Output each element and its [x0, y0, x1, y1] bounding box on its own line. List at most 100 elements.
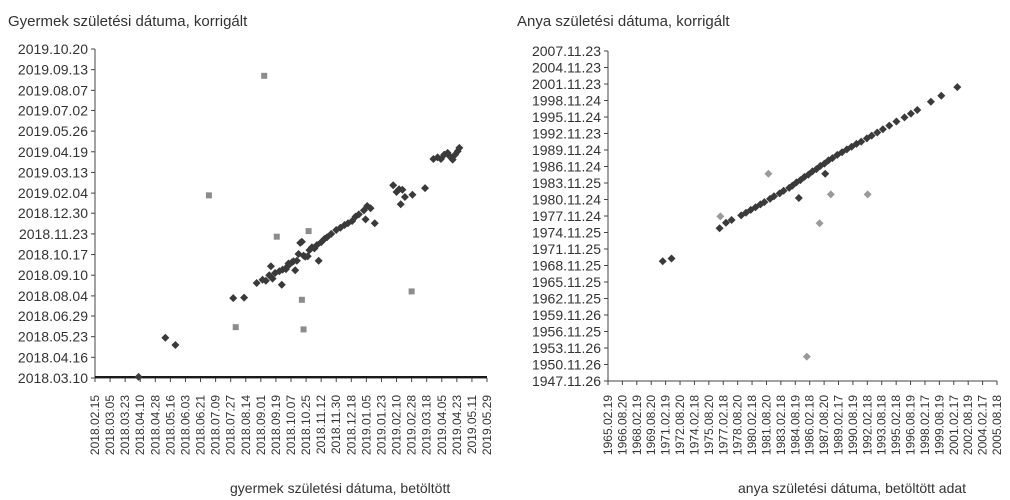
- chart-1-y-tick-label: 2018.10.17: [18, 247, 88, 263]
- chart-1-x-axis-label: gyermek születési dátuma, betöltött: [230, 480, 451, 496]
- chart-2-y-tick-label: 1980.11.24: [532, 191, 601, 207]
- chart-2-point: [937, 91, 946, 100]
- chart-2-x-tick-label: 1993.08.18: [875, 395, 889, 455]
- chart-1-x-tick-label: 2018.11.12: [314, 395, 328, 454]
- chart-1-x-tick-label: 2019.01.23: [374, 395, 388, 455]
- chart-1-x-tick-label: 2018.04.28: [148, 395, 162, 455]
- chart-2-point: [779, 186, 788, 195]
- chart-2-x-tick-label: 1999.08.19: [932, 395, 946, 455]
- chart-2-x-tick-label: 1977.02.18: [716, 395, 730, 455]
- chart-2-point: [716, 212, 725, 221]
- chart-2-point: [953, 83, 962, 92]
- chart-2-x-tick-label: 1992.02.18: [860, 395, 874, 455]
- chart-2-point: [857, 137, 866, 146]
- chart-1-point: [398, 185, 407, 194]
- chart-1-x-tick-label: 2018.03.23: [118, 395, 132, 455]
- chart-1-x-tick-label: 2018.02.15: [88, 395, 102, 455]
- chart-2-point: [769, 192, 778, 201]
- chart-1-x-tick-label: 2019.01.05: [359, 395, 373, 455]
- chart-1-point: [366, 204, 375, 213]
- chart-2-point: [906, 109, 915, 118]
- chart-1-x-tick-label: 2018.08.14: [239, 395, 253, 455]
- chart-2-y-tick-label: 1947.11.26: [532, 373, 601, 389]
- chart-2-y-tick-label: 1983.11.25: [532, 175, 601, 191]
- chart-2-point: [892, 117, 901, 126]
- chart-1-point: [268, 274, 277, 283]
- chart-2-y-tick-label: 1950.11.26: [532, 356, 601, 372]
- chart-2-x-tick-label: 1969.08.20: [644, 395, 658, 455]
- chart-2-point: [821, 169, 830, 178]
- chart-2-y-tick-label: 1974.11.25: [532, 224, 601, 240]
- chart-1-point: [261, 72, 268, 79]
- chart-2-y-tick-label: 1953.11.26: [532, 340, 601, 356]
- chart-2-x-tick-label: 1995.02.18: [889, 395, 903, 455]
- chart-1-y-tick-label: 2019.09.13: [18, 62, 88, 78]
- chart-1-point: [291, 266, 300, 275]
- chart-2-x-tick-label: 1981.08.20: [759, 395, 773, 455]
- chart-1-point: [134, 372, 143, 381]
- chart-2-y-tick-label: 1971.11.25: [532, 241, 601, 257]
- chart-2-x-tick-label: 1975.08.20: [702, 395, 716, 455]
- chart-2-x-tick-label: 2002.08.19: [961, 395, 975, 455]
- chart-1-point: [266, 262, 275, 271]
- chart-2-point: [815, 219, 824, 228]
- chart-1-point: [327, 229, 336, 238]
- chart-1-x-tick-label: 2019.03.18: [420, 395, 434, 455]
- chart-1-point: [297, 237, 306, 246]
- chart-1-x-tick-label: 2018.04.10: [133, 395, 147, 455]
- chart-1-point: [370, 219, 379, 228]
- chart-2-point: [863, 190, 872, 199]
- chart-1-y-tick-label: 2019.02.04: [18, 185, 88, 201]
- chart-1-x-tick-label: 2018.06.03: [178, 395, 192, 455]
- chart-1-point: [294, 249, 303, 258]
- chart-1-point: [361, 215, 370, 224]
- chart-1-x-tick-label: 2018.09.19: [269, 395, 283, 455]
- chart-2-point: [658, 257, 667, 266]
- chart-1-x-tick-label: 2018.03.05: [103, 395, 117, 455]
- chart-1-y-tick-label: 2018.06.29: [18, 308, 88, 324]
- chart-1-y-tick-label: 2018.09.10: [18, 267, 88, 283]
- chart-1-y-tick-label: 2019.10.20: [18, 41, 88, 57]
- chart-2-x-tick-label: 2005.08.18: [990, 395, 1004, 455]
- chart-2-x-tick-label: 1971.02.19: [659, 395, 673, 455]
- chart-2-y-tick-label: 1998.11.24: [532, 92, 601, 108]
- chart-1-point: [252, 279, 261, 288]
- chart-2-point: [913, 106, 922, 115]
- chart-1-point: [292, 256, 301, 265]
- chart-2-y-tick-label: 1968.11.25: [532, 257, 601, 273]
- chart-2-x-tick-label: 1984.08.19: [788, 395, 802, 455]
- chart-1-y-tick-label: 2019.04.19: [18, 144, 88, 160]
- chart-1-point: [389, 181, 398, 190]
- chart-2-point: [878, 125, 887, 134]
- chart-2-point: [794, 194, 803, 203]
- chart-1-x-tick-label: 2018.07.27: [224, 395, 238, 455]
- chart-1-x-tick-label: 2019.04.05: [435, 395, 449, 455]
- chart-2-point: [926, 97, 935, 106]
- chart-2-y-tick-label: 1977.11.24: [532, 208, 601, 224]
- chart-2-y-tick-label: 1956.11.25: [532, 323, 601, 339]
- chart-2-point: [873, 128, 882, 137]
- chart-1-y-tick-label: 2019.08.07: [18, 82, 88, 98]
- chart-2-y-tick-label: 1989.11.24: [532, 142, 601, 158]
- chart-2-x-tick-label: 1990.08.19: [846, 395, 860, 455]
- chart-1-x-tick-label: 2018.10.25: [299, 395, 313, 455]
- chart-2-x-tick-label: 1998.02.17: [918, 395, 932, 455]
- chart-1-x-tick-label: 2018.10.07: [284, 395, 298, 455]
- chart-2-x-tick-label: 1968.02.19: [630, 395, 644, 455]
- chart-2-y-tick-label: 2001.11.23: [532, 76, 601, 92]
- chart-1-point: [396, 200, 405, 209]
- chart-1-y-tick-label: 2018.08.04: [18, 288, 88, 304]
- chart-1-y-tick-label: 2018.11.23: [19, 226, 88, 242]
- chart-2-x-tick-label: 1972.08.20: [673, 395, 687, 455]
- chart-1-y-tick-label: 2018.12.30: [18, 205, 88, 221]
- chart-2-y-tick-label: 1959.11.26: [532, 307, 601, 323]
- chart-1-point: [305, 228, 312, 235]
- chart-2-point: [885, 121, 894, 130]
- chart-2-point: [721, 218, 730, 227]
- chart-2-y-tick-label: 2004.11.23: [532, 59, 601, 75]
- chart-1-point: [171, 341, 180, 350]
- chart-2-x-tick-label: 1996.08.19: [904, 395, 918, 455]
- chart-2-title: Anya születési dátuma, korrigált: [517, 13, 730, 30]
- chart-1-y-tick-label: 2019.05.26: [18, 123, 88, 139]
